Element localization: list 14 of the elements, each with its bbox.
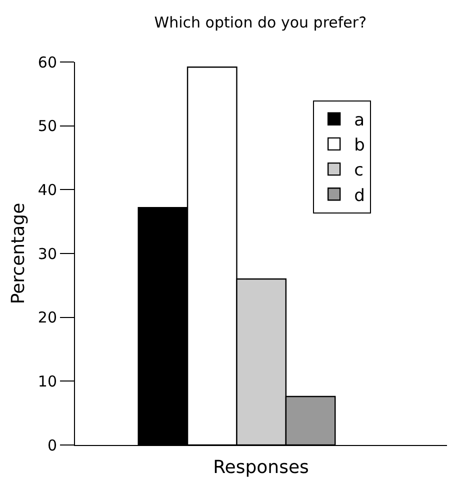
x-axis-title: Responses bbox=[213, 457, 309, 478]
y-tick-label: 50 bbox=[38, 117, 57, 136]
y-tick-label: 10 bbox=[38, 372, 57, 390]
y-tick-label: 20 bbox=[38, 308, 57, 327]
y-axis-title: Percentage bbox=[8, 202, 30, 304]
legend-label: c bbox=[354, 160, 364, 181]
legend-label: a bbox=[354, 110, 364, 130]
chart-title: Which option do you prefer? bbox=[154, 13, 367, 32]
y-tick-label: 60 bbox=[38, 53, 57, 72]
y-tick-label: 30 bbox=[38, 244, 57, 263]
legend-label: d bbox=[354, 186, 365, 206]
y-tick-label: 0 bbox=[47, 436, 57, 454]
legend-label: b bbox=[354, 136, 365, 156]
y-tick-label: 40 bbox=[38, 180, 57, 199]
